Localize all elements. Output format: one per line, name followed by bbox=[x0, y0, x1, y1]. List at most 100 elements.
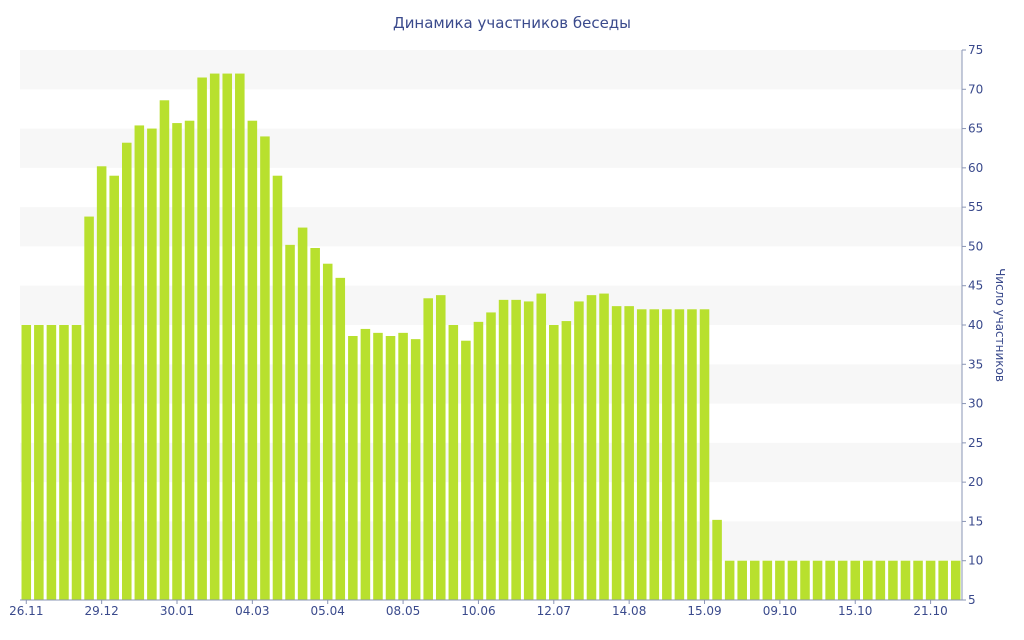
bar bbox=[737, 560, 747, 600]
bar bbox=[473, 321, 484, 600]
bar bbox=[322, 263, 333, 600]
bar bbox=[46, 325, 57, 600]
bar bbox=[398, 332, 408, 600]
bar bbox=[724, 560, 735, 600]
x-tick-label: 04.03 bbox=[235, 604, 269, 618]
y-axis-title: Число участников bbox=[993, 268, 1007, 382]
bar bbox=[536, 293, 547, 600]
bars bbox=[21, 73, 961, 601]
x-tick-label: 14.08 bbox=[612, 604, 646, 618]
bar bbox=[222, 73, 233, 600]
bar bbox=[775, 560, 785, 600]
x-tick-label: 29.12 bbox=[84, 604, 118, 618]
bar bbox=[875, 560, 886, 600]
bar bbox=[837, 560, 848, 600]
y-tick-label: 75 bbox=[968, 43, 983, 57]
y-tick-label: 5 bbox=[968, 593, 976, 607]
bar bbox=[762, 560, 773, 600]
bar bbox=[448, 325, 459, 600]
bar bbox=[825, 560, 835, 600]
bar bbox=[235, 73, 245, 600]
x-tick-label: 10.06 bbox=[461, 604, 495, 618]
bar bbox=[712, 519, 722, 600]
bar bbox=[84, 216, 94, 600]
y-tick-label: 40 bbox=[968, 318, 983, 332]
bar bbox=[574, 301, 584, 600]
bar bbox=[800, 560, 810, 600]
bar bbox=[950, 560, 961, 600]
x-tick-label: 05.04 bbox=[311, 604, 345, 618]
bar bbox=[71, 325, 82, 600]
bar bbox=[172, 123, 182, 600]
bar bbox=[209, 73, 220, 600]
bar bbox=[121, 142, 132, 600]
grid-band bbox=[20, 50, 962, 90]
bar bbox=[662, 309, 672, 600]
bar bbox=[96, 166, 107, 601]
y-tick-label: 50 bbox=[968, 239, 983, 253]
x-tick-label: 09.10 bbox=[763, 604, 797, 618]
bar bbox=[812, 560, 823, 600]
bar bbox=[184, 120, 195, 601]
bar bbox=[925, 560, 936, 600]
bar bbox=[410, 339, 421, 600]
y-tick-label: 10 bbox=[968, 554, 983, 568]
bar bbox=[938, 560, 948, 600]
bar bbox=[888, 560, 898, 600]
bar bbox=[34, 325, 44, 600]
bar bbox=[699, 309, 710, 600]
bar bbox=[913, 560, 923, 600]
x-tick-label: 08.05 bbox=[386, 604, 420, 618]
bar bbox=[423, 298, 433, 600]
x-tick-label: 21.10 bbox=[913, 604, 947, 618]
bar bbox=[197, 77, 207, 600]
x-tick-label: 15.09 bbox=[687, 604, 721, 618]
bar bbox=[147, 128, 157, 600]
y-tick-label: 70 bbox=[968, 82, 983, 96]
bar bbox=[285, 244, 295, 601]
bar bbox=[348, 336, 358, 600]
y-tick-label: 35 bbox=[968, 357, 983, 371]
bar bbox=[159, 100, 170, 600]
bar bbox=[900, 560, 911, 600]
x-tick-label: 30.01 bbox=[160, 604, 194, 618]
y-tick-label: 20 bbox=[968, 475, 983, 489]
y-tick-label: 55 bbox=[968, 200, 983, 214]
bar bbox=[109, 175, 119, 600]
bar bbox=[561, 321, 572, 600]
bar bbox=[649, 309, 660, 600]
y-tick-label: 25 bbox=[968, 436, 983, 450]
bar bbox=[486, 312, 496, 600]
bar bbox=[335, 277, 346, 600]
y-tick-label: 60 bbox=[968, 161, 983, 175]
y-tick-label: 15 bbox=[968, 514, 983, 528]
bar bbox=[599, 293, 609, 600]
bar bbox=[850, 560, 861, 600]
bar bbox=[498, 299, 509, 600]
bar bbox=[134, 125, 145, 601]
bar bbox=[59, 325, 69, 600]
bar bbox=[373, 332, 383, 600]
bar bbox=[435, 295, 446, 600]
bar bbox=[624, 306, 634, 600]
bar bbox=[461, 340, 471, 600]
axes: 5 10 15 20 25 30 35 40 45 50 55 60 65 70 75 26.11 29.12 3… bbox=[9, 43, 983, 618]
bar bbox=[549, 325, 559, 600]
bar bbox=[787, 560, 798, 600]
bar bbox=[247, 120, 258, 601]
y-tick-label: 65 bbox=[968, 122, 983, 136]
bar bbox=[360, 328, 371, 600]
bar bbox=[586, 295, 597, 600]
bar bbox=[260, 136, 270, 600]
bar bbox=[674, 309, 685, 600]
bar bbox=[310, 248, 320, 600]
bar bbox=[21, 325, 32, 600]
x-tick-label: 12.07 bbox=[537, 604, 571, 618]
y-tick-label: 45 bbox=[968, 279, 983, 293]
bar bbox=[385, 336, 396, 600]
bar bbox=[297, 227, 308, 600]
bar bbox=[687, 309, 697, 600]
bar bbox=[272, 175, 283, 600]
